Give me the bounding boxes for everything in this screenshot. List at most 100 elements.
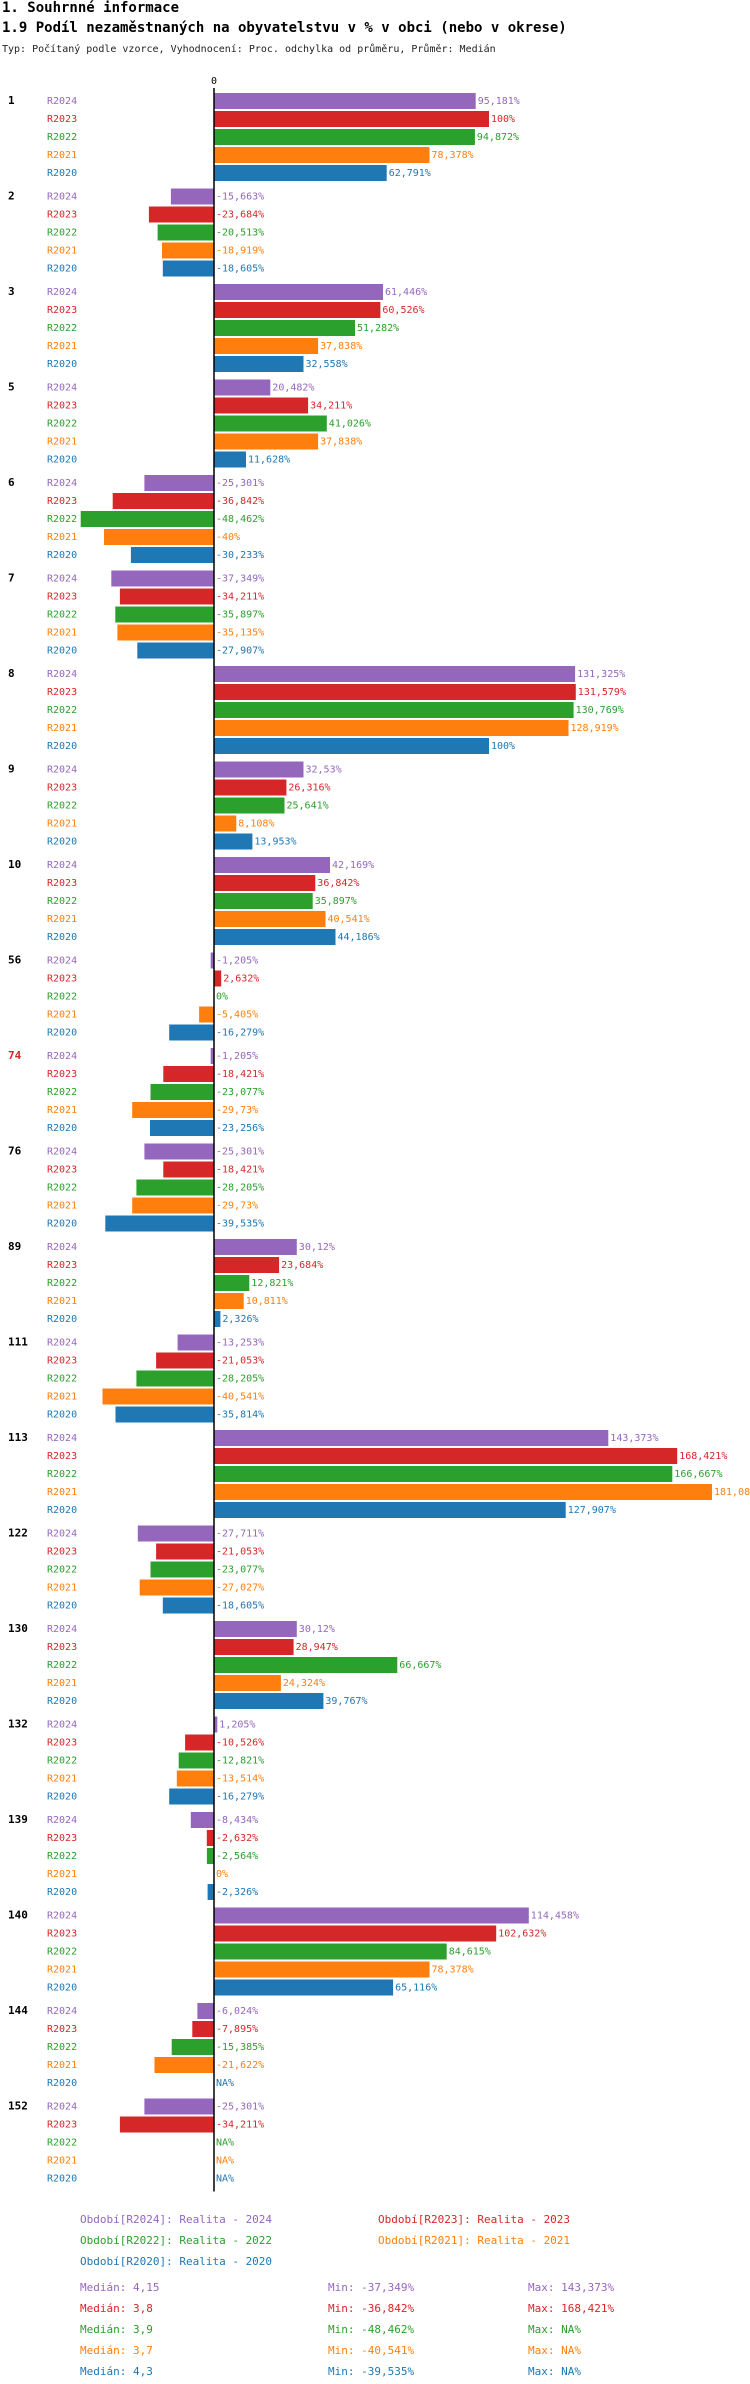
series-label: R2020 (47, 2078, 77, 2089)
series-label: R2023 (47, 1069, 77, 1080)
series-label: R2023 (47, 1356, 77, 1367)
legend-median: Medián: 3,9 (80, 2323, 153, 2336)
series-label: R2024 (47, 2006, 77, 2017)
data-label: 36,842% (317, 878, 359, 889)
group-label: 140 (8, 1909, 28, 1922)
data-label: -18,421% (216, 1069, 264, 1080)
series-label: R2020 (47, 1410, 77, 1421)
data-label: -18,919% (216, 246, 264, 257)
data-label: -7,895% (216, 2024, 258, 2035)
series-label: R2023 (47, 210, 77, 221)
series-label: R2022 (47, 992, 77, 1003)
data-label: -2,326% (216, 1887, 258, 1898)
data-label: -21,053% (216, 1547, 264, 1558)
series-label: R2023 (47, 1833, 77, 1844)
data-label: -34,211% (216, 592, 264, 603)
group-label: 5 (8, 381, 15, 394)
data-label: -28,205% (216, 1183, 264, 1194)
data-label: -35,135% (216, 628, 264, 639)
bar (105, 1215, 214, 1232)
data-label: 100% (491, 114, 515, 125)
series-label: R2022 (47, 1660, 77, 1671)
series-label: R2023 (47, 114, 77, 125)
data-label: 25,641% (287, 801, 329, 812)
bar (214, 797, 285, 814)
series-label: R2023 (47, 1451, 77, 1462)
bar (190, 1812, 214, 1828)
data-label: 35,897% (315, 896, 357, 907)
data-label: 32,53% (306, 765, 342, 776)
data-label: -30,233% (216, 550, 264, 561)
bar (150, 1084, 214, 1100)
data-label: 95,181% (478, 96, 520, 107)
series-label: R2023 (47, 974, 77, 985)
data-label: NA% (216, 2078, 234, 2089)
bar (162, 1597, 214, 1614)
legend-min: Min: -39,535% (328, 2365, 415, 2378)
series-label: R2022 (47, 1278, 77, 1289)
bar (214, 1693, 324, 1709)
bar (214, 1257, 280, 1273)
series-label: R2020 (47, 359, 77, 370)
bar (132, 1102, 214, 1118)
legend-period: Období[R2023]: Realita - 2023 (378, 2213, 571, 2226)
data-label: -37,349% (216, 574, 264, 585)
bar (156, 1352, 214, 1369)
bar (214, 93, 476, 109)
bar (214, 1484, 712, 1500)
data-label: -40% (216, 532, 240, 543)
series-label: R2022 (47, 514, 77, 525)
data-label: 100% (491, 741, 515, 752)
group-label: 7 (8, 572, 15, 585)
bar (214, 1311, 221, 1327)
data-label: -10,526% (216, 1738, 264, 1749)
series-label: R2021 (47, 1774, 77, 1785)
bar (136, 1179, 214, 1196)
data-label: -8,434% (216, 1815, 258, 1826)
bar (207, 1884, 214, 1900)
bar (119, 2116, 214, 2133)
series-label: R2020 (47, 1028, 77, 1039)
series-label: R2020 (47, 455, 77, 466)
bar (214, 433, 319, 450)
legend-min: Min: -36,842% (328, 2302, 415, 2315)
bar (150, 1120, 214, 1136)
legend-min: Min: -48,462% (328, 2323, 415, 2336)
group-label: 8 (8, 667, 15, 680)
bar (214, 666, 576, 682)
series-label: R2024 (47, 574, 77, 585)
bar (210, 952, 214, 969)
bar (214, 911, 326, 927)
data-label: -15,385% (216, 2042, 264, 2053)
data-label: -18,421% (216, 1165, 264, 1176)
data-label: 102,632% (498, 1929, 546, 1940)
data-label: NA% (216, 2156, 234, 2167)
series-label: R2020 (47, 1696, 77, 1707)
data-label: 62,791% (389, 168, 431, 179)
series-label: R2020 (47, 550, 77, 561)
data-label: -40,541% (216, 1392, 264, 1403)
group-label: 3 (8, 285, 15, 298)
bar (214, 875, 316, 891)
series-label: R2021 (47, 1487, 77, 1498)
bar (185, 1734, 214, 1751)
bar (214, 1639, 294, 1655)
section-title: 1. Souhrnné informace (2, 0, 180, 16)
series-label: R2024 (47, 1433, 77, 1444)
bar (214, 1275, 250, 1291)
series-label: R2021 (47, 1201, 77, 1212)
series-label: R2023 (47, 2120, 77, 2131)
data-label: 30,12% (299, 1624, 335, 1635)
data-label: -2,632% (216, 1833, 258, 1844)
data-label: -1,205% (216, 1051, 258, 1062)
bar (169, 1788, 214, 1805)
series-label: R2023 (47, 305, 77, 316)
bar (214, 111, 489, 127)
bar (214, 302, 381, 318)
bar (214, 1448, 678, 1464)
series-label: R2022 (47, 610, 77, 621)
data-label: -27,027% (216, 1583, 264, 1594)
legend-max: Max: NA% (528, 2365, 581, 2378)
series-label: R2020 (47, 1505, 77, 1516)
bar (154, 2057, 214, 2073)
